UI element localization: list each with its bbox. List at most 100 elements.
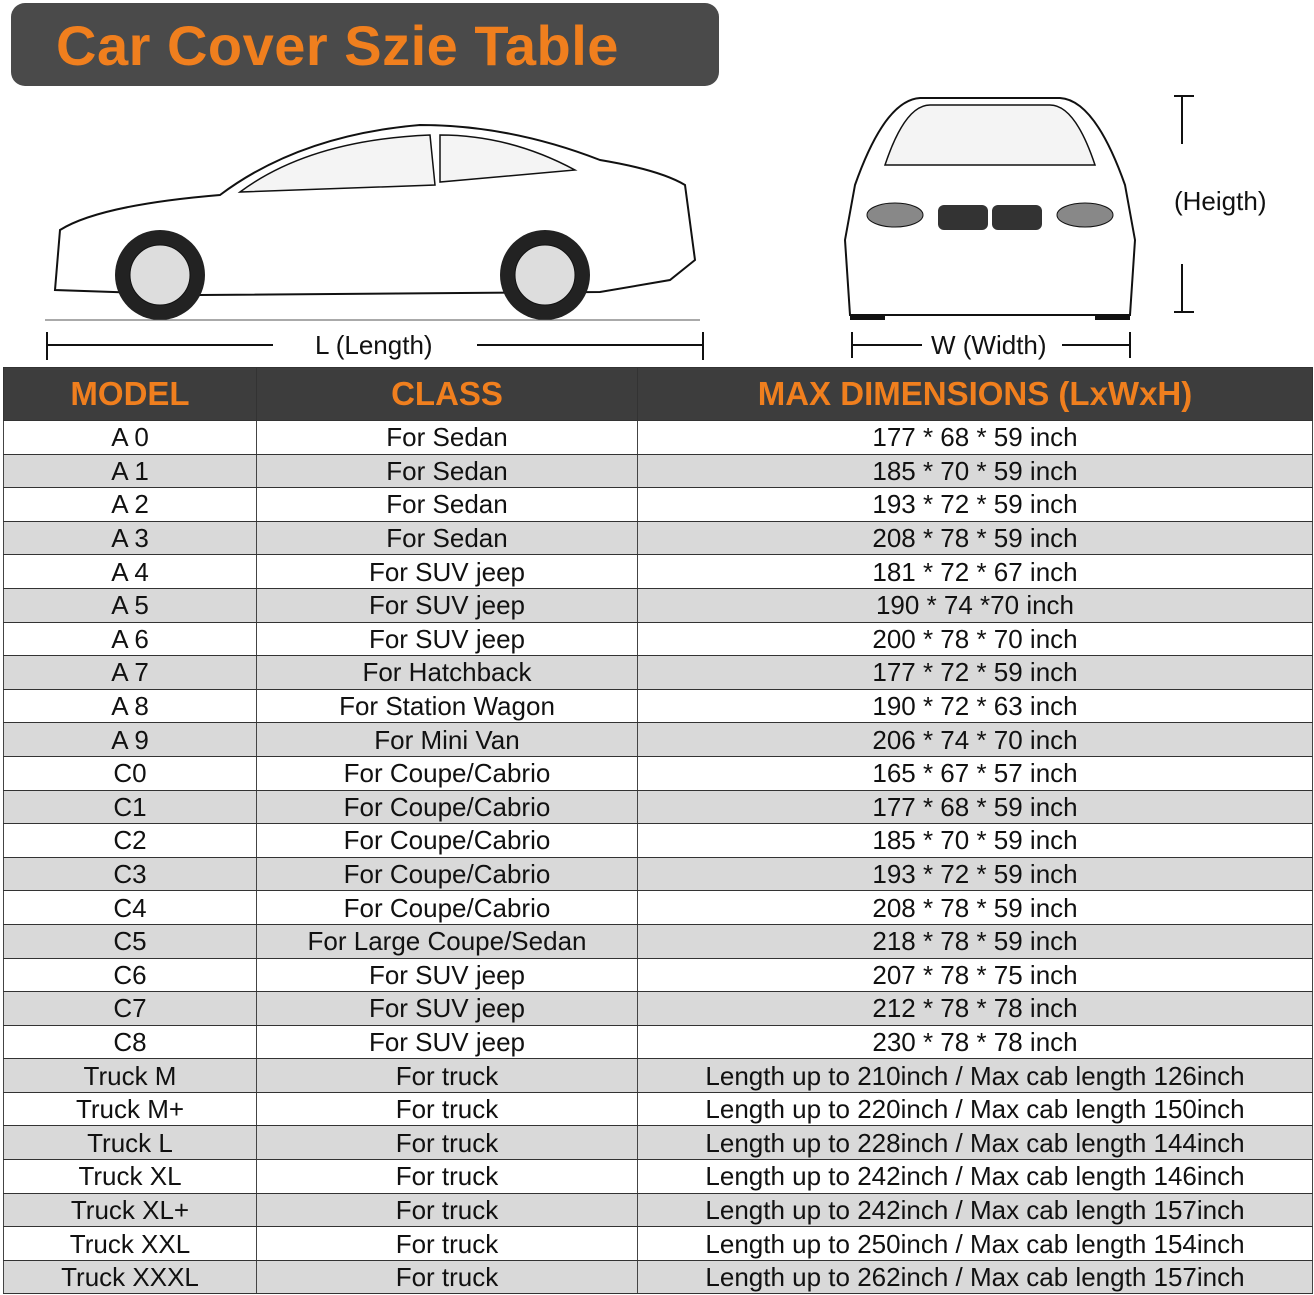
table-row: A 6 For SUV jeep 200 * 78 * 70 inch — [3, 622, 1313, 657]
model-cell: C2 — [3, 823, 257, 858]
dimensions-cell: Length up to 262inch / Max cab length 15… — [637, 1260, 1313, 1295]
class-cell: For Coupe/Cabrio — [256, 890, 638, 925]
table-row: C4 For Coupe/Cabrio 208 * 78 * 59 inch — [3, 890, 1313, 925]
table-row: A 7 For Hatchback 177 * 72 * 59 inch — [3, 655, 1313, 690]
dimensions-cell: Length up to 210inch / Max cab length 12… — [637, 1058, 1313, 1093]
dimensions-cell: Length up to 242inch / Max cab length 14… — [637, 1159, 1313, 1194]
table-row: C1 For Coupe/Cabrio 177 * 68 * 59 inch — [3, 790, 1313, 825]
model-cell: C1 — [3, 790, 257, 825]
class-cell: For Coupe/Cabrio — [256, 756, 638, 791]
model-cell: Truck L — [3, 1125, 257, 1161]
table-row: A 5 For SUV jeep 190 * 74 *70 inch — [3, 588, 1313, 623]
table-row: C6 For SUV jeep 207 * 78 * 75 inch — [3, 958, 1313, 993]
class-cell: For SUV jeep — [256, 554, 638, 589]
dimensions-cell: Length up to 242inch / Max cab length 15… — [637, 1193, 1313, 1228]
dimensions-cell: Length up to 250inch / Max cab length 15… — [637, 1226, 1313, 1261]
dimensions-cell: 218 * 78 * 59 inch — [637, 924, 1313, 959]
dimensions-cell: 177 * 72 * 59 inch — [637, 655, 1313, 690]
model-cell: A 6 — [3, 622, 257, 657]
model-cell: A 9 — [3, 722, 257, 757]
table-row: C8 For SUV jeep 230 * 78 * 78 inch — [3, 1025, 1313, 1060]
class-cell: For Large Coupe/Sedan — [256, 924, 638, 959]
class-cell: For SUV jeep — [256, 1025, 638, 1060]
table-row: Truck M+ For truck Length up to 220inch / … — [3, 1092, 1313, 1127]
class-cell: For truck — [256, 1193, 638, 1228]
dimensions-cell: 208 * 78 * 59 inch — [637, 521, 1313, 556]
car-side-illustration — [45, 123, 704, 360]
model-cell: C0 — [3, 756, 257, 791]
dimensions-cell: 200 * 78 * 70 inch — [637, 622, 1313, 657]
model-cell: A 0 — [3, 420, 257, 455]
width-label: W (Width) — [931, 330, 1047, 360]
size-table: MODEL CLASS MAX DIMENSIONS (LxWxH) A 0 For … — [3, 367, 1313, 1295]
title-banner: Car Cover Szie Table — [11, 3, 719, 86]
height-label: (Heigth) — [1174, 186, 1267, 216]
model-cell: Truck XL — [3, 1159, 257, 1194]
table-row: A 1 For Sedan 185 * 70 * 59 inch — [3, 454, 1313, 489]
class-cell: For SUV jeep — [256, 622, 638, 657]
dimensions-cell: 230 * 78 * 78 inch — [637, 1025, 1313, 1060]
model-cell: A 7 — [3, 655, 257, 690]
model-cell: Truck XXL — [3, 1226, 257, 1261]
dimensions-cell: 190 * 72 * 63 inch — [637, 689, 1313, 724]
class-cell: For Sedan — [256, 420, 638, 455]
model-cell: A 4 — [3, 554, 257, 589]
length-label: L (Length) — [315, 330, 433, 360]
dimensions-cell: 190 * 74 *70 inch — [637, 588, 1313, 623]
model-cell: Truck XL+ — [3, 1193, 257, 1228]
class-cell: For Sedan — [256, 454, 638, 489]
dimensions-cell: 177 * 68 * 59 inch — [637, 790, 1313, 825]
class-cell: For truck — [256, 1260, 638, 1295]
model-cell: A 1 — [3, 454, 257, 489]
class-cell: For truck — [256, 1092, 638, 1127]
table-row: C0 For Coupe/Cabrio 165 * 67 * 57 inch — [3, 756, 1313, 791]
class-cell: For truck — [256, 1058, 638, 1093]
model-cell: C4 — [3, 890, 257, 925]
dimensions-cell: 177 * 68 * 59 inch — [637, 420, 1313, 455]
table-row: A 9 For Mini Van 206 * 74 * 70 inch — [3, 722, 1313, 757]
dimensions-cell: 193 * 72 * 59 inch — [637, 857, 1313, 892]
class-cell: For Coupe/Cabrio — [256, 790, 638, 825]
dimensions-cell: Length up to 220inch / Max cab length 15… — [637, 1092, 1313, 1127]
dimensions-cell: 165 * 67 * 57 inch — [637, 756, 1313, 791]
dimensions-cell: 212 * 78 * 78 inch — [637, 991, 1313, 1026]
table-row: Truck M For truck Length up to 210inch / M… — [3, 1058, 1313, 1093]
dimensions-cell: 193 * 72 * 59 inch — [637, 487, 1313, 522]
class-cell: For SUV jeep — [256, 588, 638, 623]
table-row: Truck XXL For truck Length up to 250inch /… — [3, 1226, 1313, 1261]
table-row: C7 For SUV jeep 212 * 78 * 78 inch — [3, 991, 1313, 1026]
dimensions-cell: 185 * 70 * 59 inch — [637, 454, 1313, 489]
table-row: A 2 For Sedan 193 * 72 * 59 inch — [3, 487, 1313, 522]
dimensions-cell: Length up to 228inch / Max cab length 14… — [637, 1125, 1313, 1161]
class-cell: For Sedan — [256, 487, 638, 522]
class-cell: For Mini Van — [256, 722, 638, 757]
table-row: C3 For Coupe/Cabrio 193 * 72 * 59 inch — [3, 857, 1313, 892]
model-cell: A 2 — [3, 487, 257, 522]
dimensions-cell: 208 * 78 * 59 inch — [637, 890, 1313, 925]
class-cell: For Hatchback — [256, 655, 638, 690]
table-row: Truck L For truck Length up to 228inch / M… — [3, 1125, 1313, 1161]
model-cell: A 5 — [3, 588, 257, 623]
class-cell: For Coupe/Cabrio — [256, 857, 638, 892]
car-front-illustration — [843, 97, 1137, 358]
class-cell: For truck — [256, 1226, 638, 1261]
class-cell: For Coupe/Cabrio — [256, 823, 638, 858]
model-cell: C5 — [3, 924, 257, 959]
table-row: A 4 For SUV jeep 181 * 72 * 67 inch — [3, 554, 1313, 589]
model-cell: C8 — [3, 1025, 257, 1060]
model-cell: Truck M+ — [3, 1092, 257, 1127]
class-cell: For Sedan — [256, 521, 638, 556]
model-cell: C6 — [3, 958, 257, 993]
class-cell: For SUV jeep — [256, 991, 638, 1026]
table-row: C5 For Large Coupe/Sedan 218 * 78 * 59 inc… — [3, 924, 1313, 959]
dimensions-cell: 207 * 78 * 75 inch — [637, 958, 1313, 993]
table-row: A 8 For Station Wagon 190 * 72 * 63 inch — [3, 689, 1313, 724]
model-cell: Truck XXXL — [3, 1260, 257, 1295]
column-header: CLASS — [256, 367, 638, 421]
page-title: Car Cover Szie Table — [56, 14, 619, 77]
class-cell: For SUV jeep — [256, 958, 638, 993]
class-cell: For truck — [256, 1159, 638, 1194]
dimensions-cell: 181 * 72 * 67 inch — [637, 554, 1313, 589]
table-row: Truck XL+ For truck Length up to 242inch /… — [3, 1193, 1313, 1228]
